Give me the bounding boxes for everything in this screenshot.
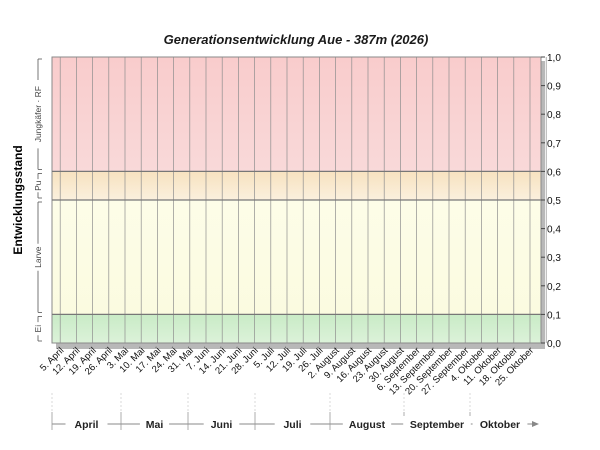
month-label-bg xyxy=(203,416,240,432)
y-tick-label: 0,0 xyxy=(547,339,561,350)
y-tick-label: 0,1 xyxy=(547,310,561,321)
month-label: Oktober xyxy=(480,419,520,431)
month-axis-arrow xyxy=(532,421,539,427)
chart-title: Generationsentwicklung Aue - 387m (2026) xyxy=(164,32,429,47)
month-bar: April Mai Juni Juli August September Oktober xyxy=(51,393,539,432)
month-label: Mai xyxy=(146,419,164,431)
y-tick-label: 0,3 xyxy=(547,253,561,264)
y-axis-ticks: 0,0 0,1 0,2 0,3 0,4 0,5 0,6 0,7 0,8 0,9 1,0 xyxy=(541,53,561,350)
y-tick-label: 0,7 xyxy=(547,139,561,150)
y-tick-label: 1,0 xyxy=(547,53,561,64)
month-label-bg xyxy=(274,416,311,432)
y-tick-label: 0,4 xyxy=(547,225,561,236)
month-label-bg xyxy=(342,416,392,432)
stage-band-2 xyxy=(52,171,541,200)
month-label: Juni xyxy=(211,419,233,431)
y-tick-label: 0,9 xyxy=(547,82,561,93)
stage-band-0 xyxy=(52,314,541,343)
y-axis-title: Entwicklungsstand xyxy=(11,145,25,254)
month-label: April xyxy=(75,419,99,431)
month-label-bg xyxy=(139,416,170,432)
y-tick-label: 0,6 xyxy=(547,167,561,178)
y-axis-title-text: Entwicklungsstand xyxy=(11,145,25,254)
month-label-bg xyxy=(65,416,108,432)
month-label: Juli xyxy=(283,419,301,431)
stage-band-1 xyxy=(52,200,541,315)
y-tick-label: 0,2 xyxy=(547,282,561,293)
month-label: August xyxy=(349,419,386,431)
stage-band-3 xyxy=(52,57,541,172)
stage-boundaries xyxy=(52,170,541,316)
stage-bands xyxy=(52,57,541,343)
stage-label: Jungkäfer · RF xyxy=(33,86,43,142)
stage-labels: Ei Larve Pu Jungkäfer · RF xyxy=(33,58,43,342)
month-label: September xyxy=(410,419,464,431)
month-label-bg xyxy=(472,416,528,432)
y-tick-label: 0,5 xyxy=(547,196,561,207)
stage-label: Pu xyxy=(33,180,43,191)
stage-label: Ei xyxy=(33,325,43,333)
month-label-bg xyxy=(403,416,471,432)
stage-label: Larve xyxy=(33,246,43,268)
y-tick-label: 0,8 xyxy=(547,110,561,121)
